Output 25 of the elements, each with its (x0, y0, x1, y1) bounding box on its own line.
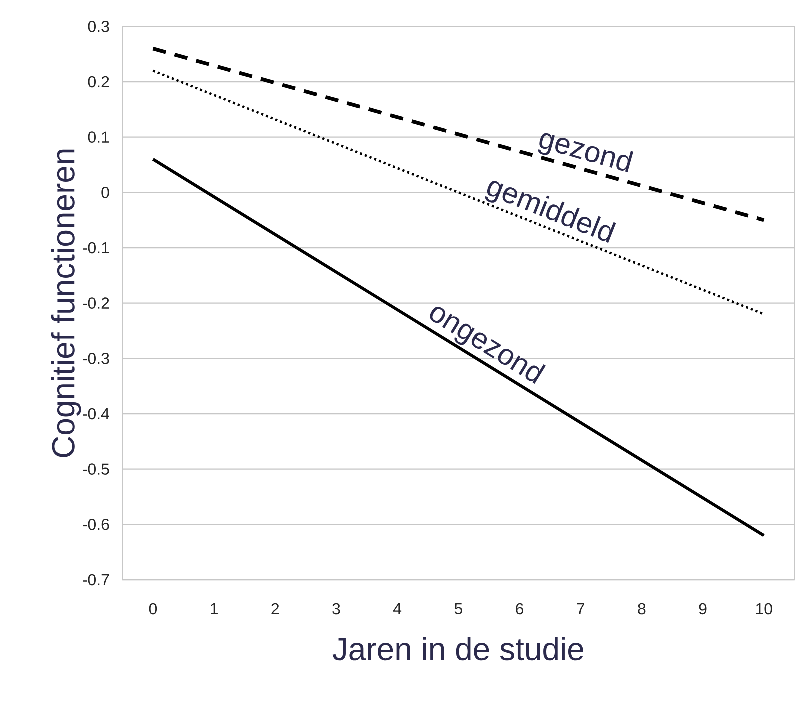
y-tick-label: 0.1 (88, 132, 110, 143)
y-tick-label: -0.7 (83, 574, 110, 586)
x-tick-label: 9 (699, 603, 707, 615)
x-tick-label: 8 (638, 603, 646, 615)
y-tick-label: -0.2 (83, 298, 110, 309)
x-tick-label: 5 (454, 603, 462, 615)
y-tick-label: 0 (102, 187, 110, 198)
x-tick-label: 1 (211, 603, 218, 614)
x-tick-label: 6 (516, 603, 524, 615)
text: gezond (538, 133, 634, 172)
x-tick-label: 0 (149, 603, 158, 615)
x-tick-label: 3 (332, 603, 340, 615)
y-tick-label: -0.4 (83, 408, 110, 420)
x-tick-label: 7 (577, 603, 584, 614)
x-tick-label: 4 (394, 603, 402, 614)
x-tick-label: 10 (756, 603, 772, 615)
y-tick-label: -0.1 (83, 242, 110, 254)
y-axis-title: Cognitief functioneren (51, 150, 82, 458)
x-tick-label: 2 (272, 603, 280, 615)
y-tick-label: -0.6 (83, 518, 110, 530)
y-tick-label: 0.2 (88, 76, 110, 88)
y-tick-label: -0.5 (83, 464, 110, 475)
x-axis-title: Jaren in de studie (332, 637, 584, 661)
y-tick-label: 0.3 (88, 21, 110, 32)
y-tick-label: -0.3 (83, 353, 110, 364)
